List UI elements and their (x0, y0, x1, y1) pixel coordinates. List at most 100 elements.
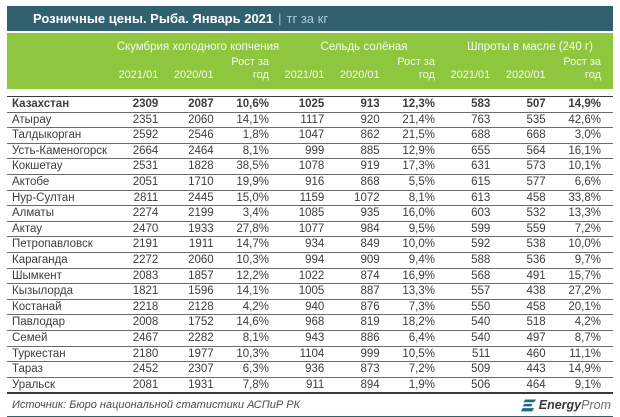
value-cell: 10,0% (557, 237, 613, 253)
value-cell: 14,7% (225, 237, 281, 253)
value-cell: 4,2% (557, 315, 613, 331)
value-cell: 874 (336, 269, 392, 285)
value-cell: 1077 (280, 222, 337, 238)
value-cell: 9,5% (391, 222, 447, 238)
table-row: Нур-Султан 2811 2445 15,0% 1159 1072 8,1% 613 45… (7, 191, 613, 207)
value-cell: 583 (446, 96, 503, 113)
value-cell: 10,5% (391, 347, 447, 363)
value-cell: 1710 (170, 175, 226, 191)
value-cell: 443 (502, 362, 558, 378)
value-cell: 458 (502, 191, 558, 207)
value-cell: 592 (446, 237, 503, 253)
value-cell: 1857 (170, 269, 226, 285)
value-cell: 2664 (115, 144, 171, 160)
value-cell: 999 (280, 144, 337, 160)
value-cell: 1828 (170, 159, 226, 175)
value-cell: 2307 (170, 362, 226, 378)
value-cell: 7,3% (391, 300, 447, 316)
value-cell: 819 (336, 315, 392, 331)
value-cell: 12,9% (391, 144, 447, 160)
value-cell: 2051 (115, 175, 171, 191)
value-cell: 16,0% (391, 206, 447, 222)
value-cell: 1911 (170, 237, 226, 253)
value-cell: 2546 (170, 128, 226, 144)
value-cell: 14,9% (557, 96, 613, 113)
value-cell: 19,9% (225, 175, 281, 191)
value-cell: 14,1% (225, 113, 281, 129)
value-cell: 688 (446, 128, 503, 144)
value-cell: 518 (502, 315, 558, 331)
value-cell: 1933 (170, 222, 226, 238)
table-row: Шымкент 2083 1857 12,2% 1022 874 16,9% 568 491 15… (7, 269, 613, 285)
table-row: Туркестан 2180 1977 10,3% 1104 999 10,5% 511 460… (7, 347, 613, 363)
value-cell: 849 (336, 237, 392, 253)
value-cell: 13,3% (557, 206, 613, 222)
value-cell: 7,2% (391, 362, 447, 378)
value-cell: 536 (502, 253, 558, 269)
value-cell: 943 (280, 331, 337, 347)
value-cell: 603 (446, 206, 503, 222)
region-cell: Уральск (7, 378, 115, 395)
value-cell: 2309 (115, 96, 171, 113)
region-cell: Алматы (7, 206, 115, 222)
footer: Источник: Бюро национальной статистики А… (7, 397, 613, 413)
value-cell: 5,5% (391, 175, 447, 191)
value-cell: 2272 (115, 253, 171, 269)
value-cell: 668 (502, 128, 558, 144)
value-cell: 1977 (170, 347, 226, 363)
value-cell: 559 (502, 222, 558, 238)
energyprom-logo-text: EnergyProm (538, 398, 611, 413)
value-cell: 17,3% (391, 159, 447, 175)
value-cell: 916 (280, 175, 337, 191)
value-cell: 14,6% (225, 315, 281, 331)
value-cell: 2467 (115, 331, 171, 347)
value-cell: 11,1% (557, 347, 613, 363)
value-cell: 464 (502, 378, 558, 395)
value-cell: 460 (502, 347, 558, 363)
value-cell: 506 (446, 378, 503, 395)
value-cell: 886 (336, 331, 392, 347)
table-row: Павлодар 2008 1752 14,6% 968 819 18,2% 540 518 4,… (7, 315, 613, 331)
value-cell: 21,4% (391, 113, 447, 129)
region-cell: Кокшетау (7, 159, 115, 175)
value-cell: 1,9% (391, 378, 447, 395)
value-cell: 2592 (115, 128, 171, 144)
table-row: Актобе 2051 1710 19,9% 916 868 5,5% 615 577 6,6% (7, 175, 613, 191)
value-cell: 1159 (280, 191, 337, 207)
region-cell: Костанай (7, 300, 115, 316)
value-cell: 438 (502, 284, 558, 300)
value-cell: 507 (502, 96, 558, 113)
value-cell: 940 (280, 300, 337, 316)
value-cell: 1596 (170, 284, 226, 300)
region-cell: Тараз (7, 362, 115, 378)
value-cell: 12,3% (391, 96, 447, 113)
subheader-group3-2021-01: 2021/01 (446, 54, 503, 96)
value-cell: 2060 (170, 253, 226, 269)
value-cell: 936 (280, 362, 337, 378)
table-row: Тараз 2452 2307 6,3% 936 873 7,2% 509 443 14,9% (7, 362, 613, 378)
value-cell: 3,4% (225, 206, 281, 222)
table-body: Казахстан 2309 2087 10,6% 1025 913 12,3% 583 507… (7, 96, 613, 395)
subheader-row: 2021/01 2020/01 Рост за год 2021/01 2020/01 Р… (7, 54, 613, 96)
value-cell: 7,2% (557, 222, 613, 238)
value-cell: 934 (280, 237, 337, 253)
group-header-herring: Сельдь солёная (280, 33, 447, 54)
value-cell: 968 (280, 315, 337, 331)
value-cell: 919 (336, 159, 392, 175)
region-cell: Шымкент (7, 269, 115, 285)
value-cell: 2128 (170, 300, 226, 316)
value-cell: 16,9% (391, 269, 447, 285)
value-cell: 42,6% (557, 113, 613, 129)
value-cell: 2081 (115, 378, 171, 395)
value-cell: 588 (446, 253, 503, 269)
value-cell: 4,2% (225, 300, 281, 316)
value-cell: 6,6% (557, 175, 613, 191)
value-cell: 20,1% (557, 300, 613, 316)
value-cell: 2445 (170, 191, 226, 207)
value-cell: 557 (446, 284, 503, 300)
value-cell: 511 (446, 347, 503, 363)
value-cell: 540 (446, 331, 503, 347)
value-cell: 876 (336, 300, 392, 316)
value-cell: 532 (502, 206, 558, 222)
value-cell: 10,1% (557, 159, 613, 175)
